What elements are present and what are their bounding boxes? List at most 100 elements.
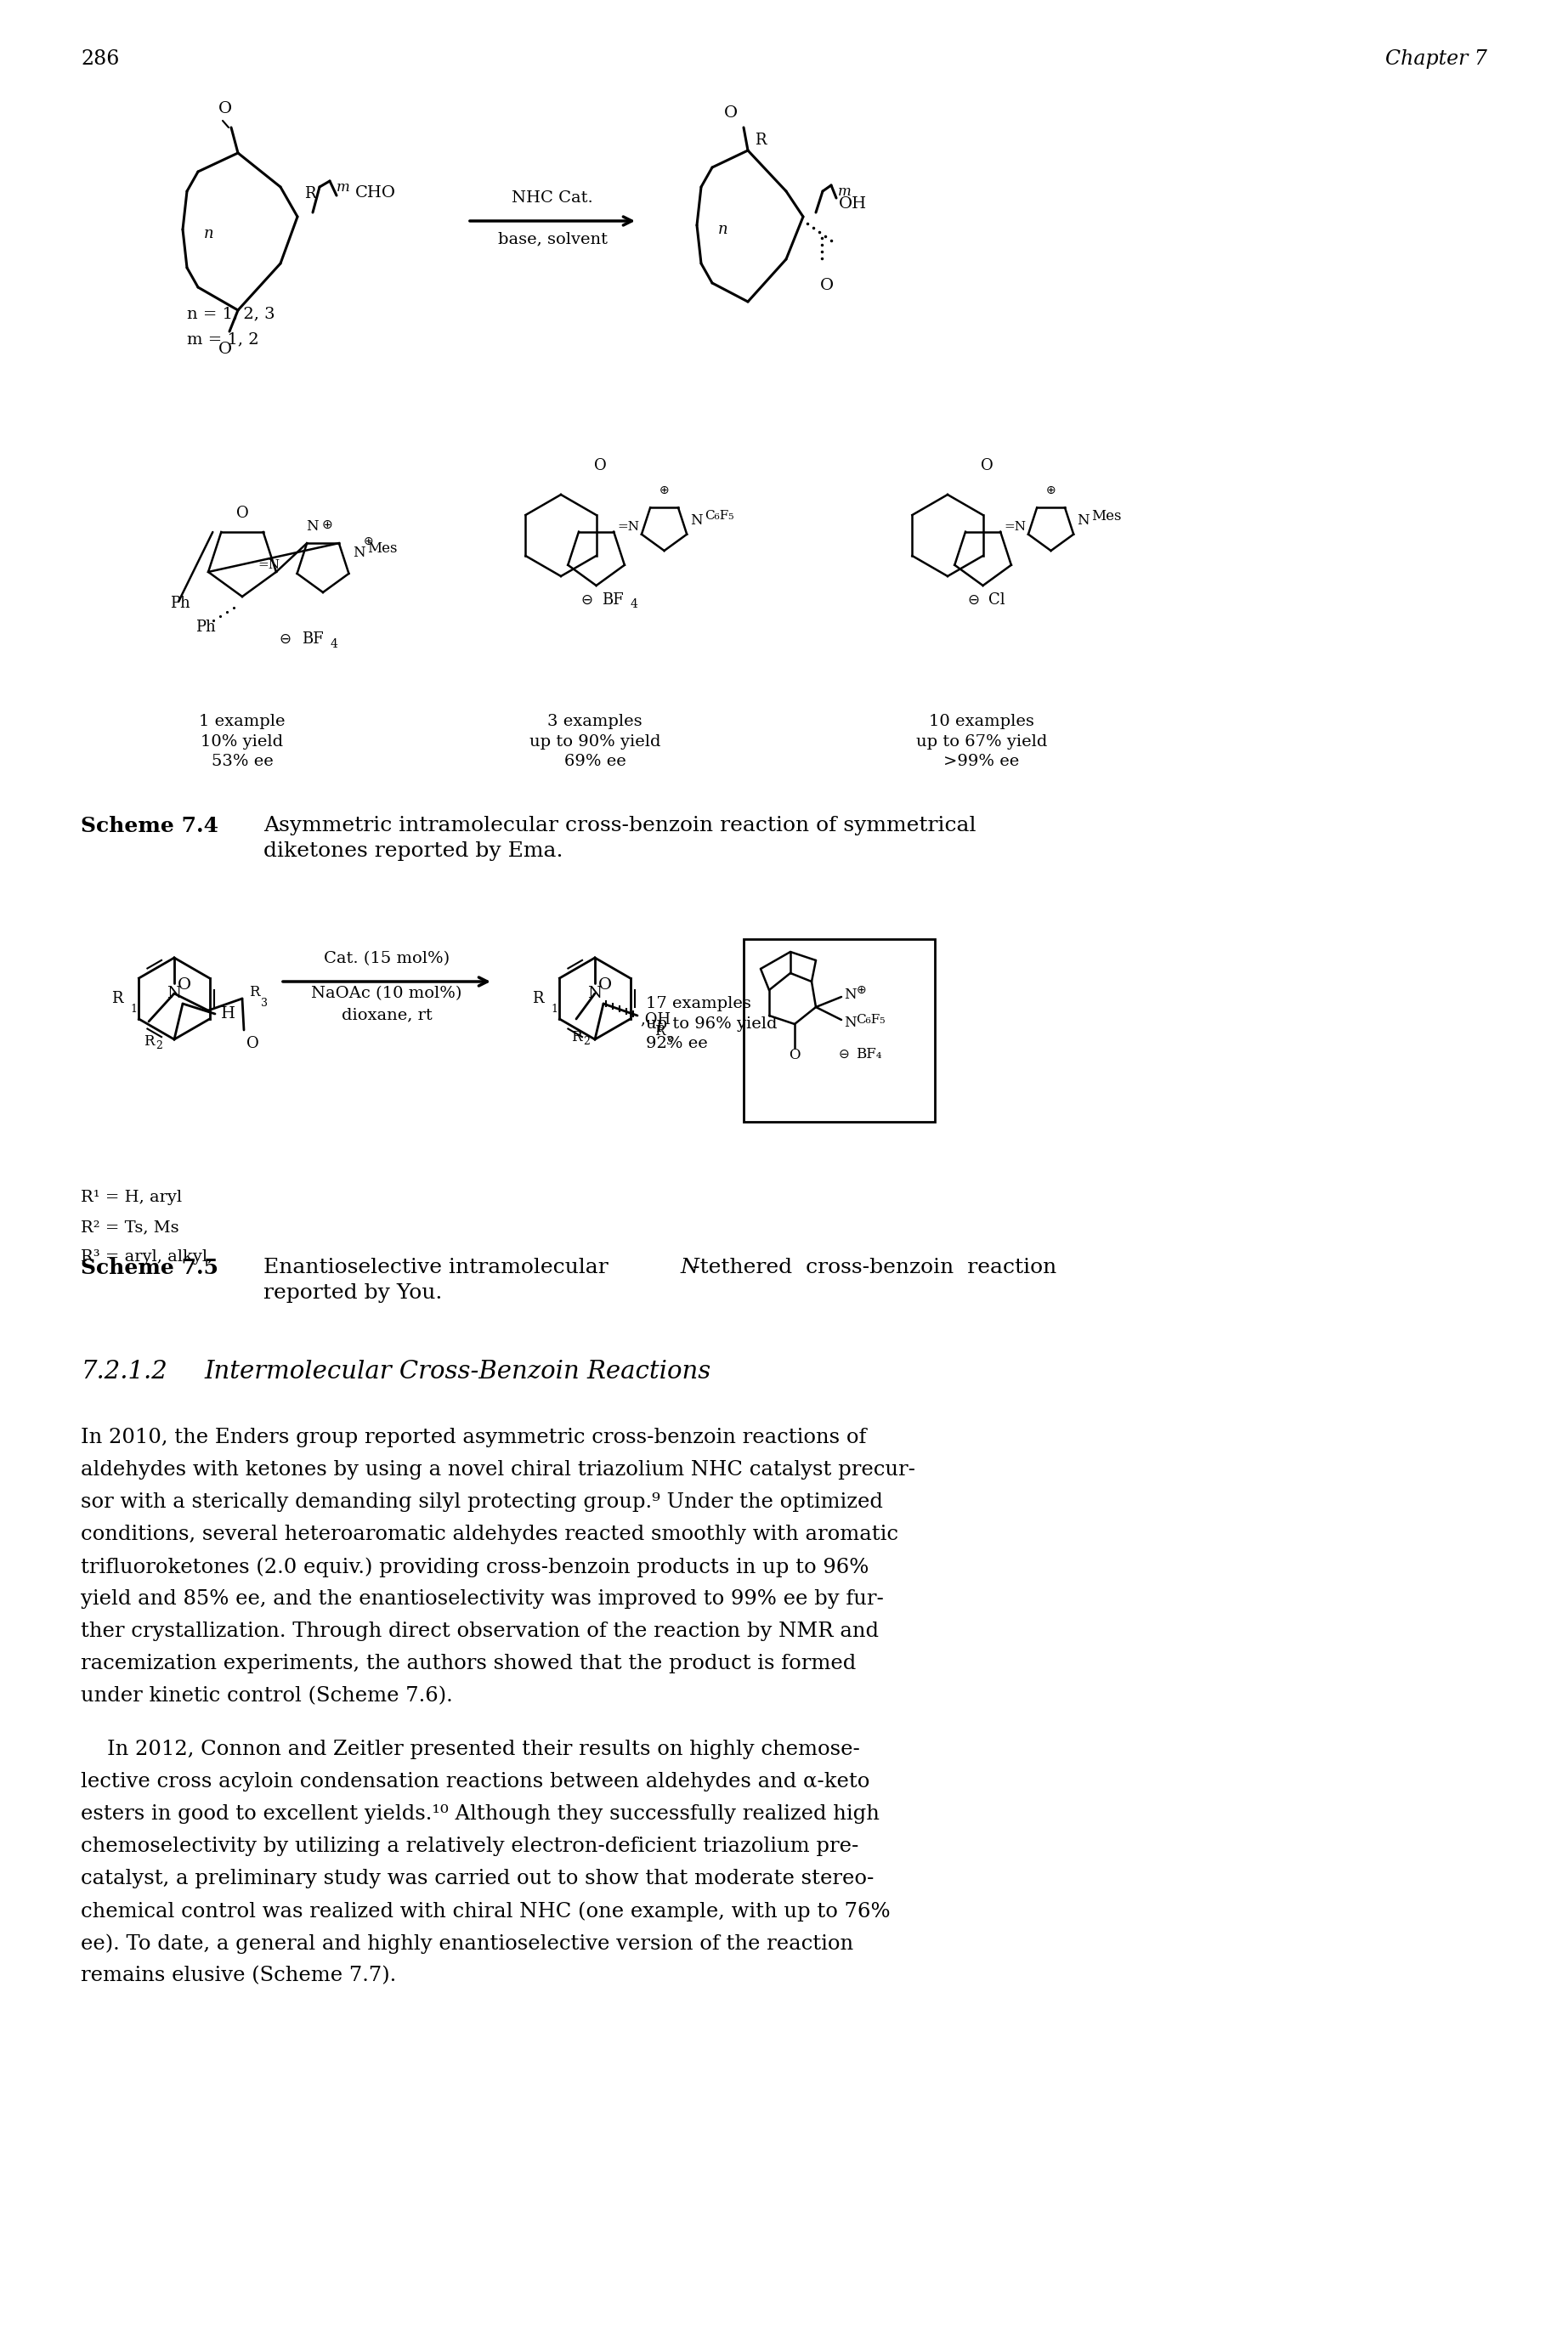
Text: O: O — [982, 458, 994, 474]
Text: Scheme 7.5: Scheme 7.5 — [80, 1257, 218, 1278]
Text: n: n — [718, 221, 728, 237]
Text: ⊕: ⊕ — [321, 519, 332, 531]
Text: 3 examples
up to 90% yield
69% ee: 3 examples up to 90% yield 69% ee — [530, 714, 660, 768]
Text: =N: =N — [618, 521, 640, 533]
Text: Enantioselective intramolecular: Enantioselective intramolecular — [263, 1257, 615, 1278]
Text: -tethered  cross-benzoin  reaction: -tethered cross-benzoin reaction — [693, 1257, 1057, 1278]
Text: R² = Ts, Ms: R² = Ts, Ms — [80, 1219, 179, 1236]
Text: BF: BF — [602, 592, 624, 608]
Text: 2: 2 — [583, 1036, 590, 1048]
Text: m = 1, 2: m = 1, 2 — [187, 331, 259, 348]
Text: trifluoroketones (2.0 equiv.) providing cross-benzoin products in up to 96%: trifluoroketones (2.0 equiv.) providing … — [80, 1557, 869, 1576]
Text: 10 examples
up to 67% yield
>99% ee: 10 examples up to 67% yield >99% ee — [916, 714, 1047, 768]
Text: 1: 1 — [550, 1003, 558, 1015]
Text: 286: 286 — [80, 49, 119, 68]
Text: ⊕: ⊕ — [856, 984, 867, 996]
Text: N: N — [690, 512, 702, 526]
Text: O: O — [599, 977, 612, 994]
Text: m: m — [337, 181, 350, 195]
Text: base, solvent: base, solvent — [497, 230, 607, 247]
Text: Ph: Ph — [196, 620, 216, 634]
Text: O: O — [246, 1036, 259, 1052]
Text: Chapter 7: Chapter 7 — [1386, 49, 1488, 68]
Text: C₆F₅: C₆F₅ — [706, 510, 734, 521]
Text: chemoselectivity by utilizing a relatively electron-deficient triazolium pre-: chemoselectivity by utilizing a relative… — [80, 1837, 859, 1856]
Text: O: O — [218, 341, 232, 357]
Text: R: R — [571, 1029, 582, 1045]
Text: ⊖: ⊖ — [839, 1048, 850, 1059]
Text: 7.2.1.2: 7.2.1.2 — [80, 1360, 168, 1384]
Text: ee). To date, a general and highly enantioselective version of the reaction: ee). To date, a general and highly enant… — [80, 1933, 853, 1954]
Text: O: O — [177, 977, 191, 994]
Text: N: N — [844, 1015, 856, 1029]
Text: R: R — [249, 984, 260, 998]
Text: ⊖: ⊖ — [967, 592, 978, 608]
Text: Ph: Ph — [169, 597, 190, 611]
Text: chemical control was realized with chiral NHC (one example, with up to 76%: chemical control was realized with chira… — [80, 1900, 891, 1921]
Text: O: O — [594, 458, 607, 474]
Text: 1 example
10% yield
53% ee: 1 example 10% yield 53% ee — [199, 714, 285, 768]
Text: N: N — [844, 987, 856, 1001]
Text: diketones reported by Ema.: diketones reported by Ema. — [263, 841, 563, 860]
Text: O: O — [235, 505, 248, 521]
Text: Scheme 7.4: Scheme 7.4 — [80, 815, 218, 836]
Text: Cat. (15 mol%): Cat. (15 mol%) — [323, 951, 450, 965]
Text: ⊕: ⊕ — [659, 484, 670, 496]
Text: BF: BF — [301, 632, 323, 646]
Text: racemization experiments, the authors showed that the product is formed: racemization experiments, the authors sh… — [80, 1654, 856, 1672]
Text: CHO: CHO — [356, 186, 397, 200]
Text: 3: 3 — [260, 998, 268, 1008]
Text: n: n — [204, 226, 213, 242]
Text: remains elusive (Scheme 7.7).: remains elusive (Scheme 7.7). — [80, 1966, 397, 1985]
Text: conditions, several heteroaromatic aldehydes reacted smoothly with aromatic: conditions, several heteroaromatic aldeh… — [80, 1525, 898, 1543]
Text: N: N — [306, 519, 318, 533]
Text: O: O — [789, 1048, 800, 1062]
Text: R³ = aryl, alkyl,: R³ = aryl, alkyl, — [80, 1250, 213, 1264]
Text: 17 examples
up to 96% yield
92% ee: 17 examples up to 96% yield 92% ee — [646, 996, 778, 1052]
Text: BF₄: BF₄ — [856, 1048, 881, 1062]
Text: 1: 1 — [130, 1003, 136, 1015]
Text: yield and 85% ee, and the enantioselectivity was improved to 99% ee by fur-: yield and 85% ee, and the enantioselecti… — [80, 1590, 884, 1609]
Text: ⊖: ⊖ — [580, 592, 593, 608]
Text: Cl: Cl — [988, 592, 1005, 608]
Text: C₆F₅: C₆F₅ — [856, 1015, 884, 1027]
Text: OH: OH — [839, 197, 867, 211]
Text: n = 1, 2, 3: n = 1, 2, 3 — [187, 305, 274, 322]
Text: =N: =N — [1004, 521, 1027, 533]
Text: 4: 4 — [630, 599, 638, 611]
Text: R: R — [654, 1024, 665, 1038]
Text: sor with a sterically demanding silyl protecting group.⁹ Under the optimized: sor with a sterically demanding silyl pr… — [80, 1492, 883, 1513]
Text: R¹ = H, aryl: R¹ = H, aryl — [80, 1191, 182, 1205]
Text: ⊕: ⊕ — [364, 536, 373, 547]
Text: dioxane, rt: dioxane, rt — [342, 1008, 433, 1022]
Text: ther crystallization. Through direct observation of the reaction by NMR and: ther crystallization. Through direct obs… — [80, 1621, 878, 1642]
Text: Mes: Mes — [1091, 510, 1121, 524]
Text: m: m — [837, 183, 851, 197]
Bar — [743, 940, 935, 1123]
Text: aldehydes with ketones by using a novel chiral triazolium NHC catalyst precur-: aldehydes with ketones by using a novel … — [80, 1461, 916, 1480]
Text: N: N — [168, 987, 182, 1001]
Text: catalyst, a preliminary study was carried out to show that moderate stereo-: catalyst, a preliminary study was carrie… — [80, 1870, 873, 1889]
Text: lective cross acyloin condensation reactions between aldehydes and α-keto: lective cross acyloin condensation react… — [80, 1771, 870, 1792]
Text: Mes: Mes — [367, 540, 397, 554]
Text: R: R — [754, 132, 767, 148]
Text: ,OH: ,OH — [640, 1012, 671, 1027]
Text: under kinetic control (Scheme 7.6).: under kinetic control (Scheme 7.6). — [80, 1687, 453, 1705]
Text: In 2010, the Enders group reported asymmetric cross-benzoin reactions of: In 2010, the Enders group reported asymm… — [80, 1428, 867, 1447]
Text: 3: 3 — [666, 1036, 673, 1048]
Text: R: R — [111, 991, 124, 1005]
Text: N: N — [681, 1257, 698, 1278]
Text: =N: =N — [257, 559, 279, 571]
Text: O: O — [724, 106, 737, 120]
Text: R: R — [533, 991, 544, 1005]
Text: 4: 4 — [331, 639, 339, 651]
Text: N: N — [1077, 512, 1090, 526]
Text: O: O — [218, 101, 232, 117]
Text: 2: 2 — [155, 1041, 162, 1052]
Text: ⊕: ⊕ — [1046, 484, 1055, 496]
Text: H: H — [221, 1005, 235, 1022]
Text: In 2012, Connon and Zeitler presented their results on highly chemose-: In 2012, Connon and Zeitler presented th… — [80, 1741, 859, 1759]
Text: reported by You.: reported by You. — [263, 1283, 442, 1304]
Text: O: O — [820, 277, 834, 294]
Text: N: N — [353, 545, 365, 559]
